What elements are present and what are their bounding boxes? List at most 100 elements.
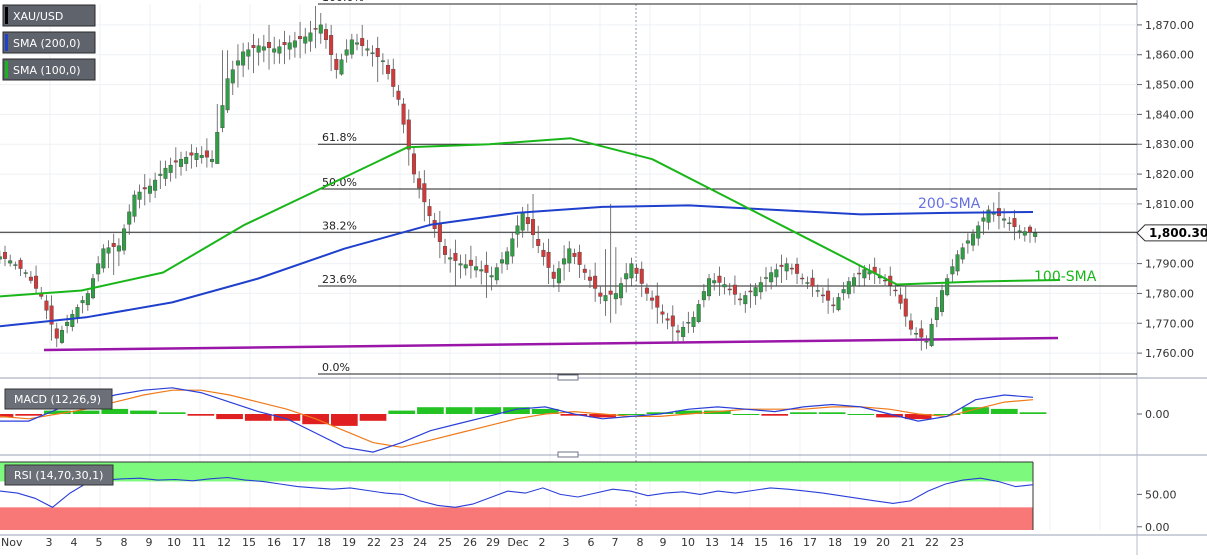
macd-histogram-bar xyxy=(704,410,731,414)
candle-body xyxy=(499,259,504,264)
x-axis-tick-label: 8 xyxy=(637,536,644,549)
macd-histogram-bar xyxy=(15,414,43,416)
legend-color-swatch xyxy=(5,34,8,51)
candle-body xyxy=(655,295,660,308)
candle-body xyxy=(147,185,152,194)
candle-body xyxy=(468,259,473,266)
candle-body xyxy=(712,280,717,284)
candle-body xyxy=(587,276,592,281)
candle-body xyxy=(194,152,199,160)
price-tick-label: 1,820.00 xyxy=(1145,168,1194,181)
x-axis-tick-label: 16 xyxy=(779,536,793,549)
macd-histogram-bar xyxy=(1019,412,1047,414)
candle-body xyxy=(308,32,313,42)
candle-body xyxy=(826,290,831,301)
x-axis-tick-label: 20 xyxy=(876,536,890,549)
x-axis-tick-label: 11 xyxy=(192,536,206,549)
candle-body xyxy=(18,259,23,269)
candle-body xyxy=(603,295,608,302)
candle-body xyxy=(96,263,101,275)
candle-body xyxy=(836,297,841,311)
candle-body xyxy=(484,264,489,273)
price-tick-label: 1,840.00 xyxy=(1145,108,1194,121)
candle-body xyxy=(624,273,629,280)
macd-histogram-bar xyxy=(158,412,186,414)
candle-body xyxy=(127,211,132,225)
candle-body xyxy=(660,311,665,315)
candle-body xyxy=(458,263,463,266)
candle-body xyxy=(298,36,303,40)
candle-body xyxy=(629,263,634,279)
candles xyxy=(0,5,1038,351)
fib-level-label: 100.0% xyxy=(322,0,364,4)
macd-histogram-bar xyxy=(474,407,502,414)
macd-histogram-bar xyxy=(244,414,272,421)
candle-body xyxy=(805,282,810,284)
price-tick-label: 1,860.00 xyxy=(1145,49,1194,62)
legend-color-swatch xyxy=(5,61,8,78)
macd-histogram-bar xyxy=(503,407,530,414)
candle-body xyxy=(168,164,173,173)
candle-body xyxy=(981,217,986,222)
candle-body xyxy=(334,59,339,70)
candle-body xyxy=(1007,222,1012,225)
candle-body xyxy=(443,245,448,255)
candle-body xyxy=(986,209,991,223)
candle-body xyxy=(272,48,277,53)
candle-body xyxy=(919,328,924,338)
candle-body xyxy=(474,266,479,271)
candle-body xyxy=(411,153,416,175)
candle-body xyxy=(329,35,334,55)
rsi-label: RSI (14,70,30,1) xyxy=(14,469,103,482)
candle-body xyxy=(800,277,805,280)
x-axis-tick-label: 19 xyxy=(342,536,356,549)
candle-body xyxy=(717,275,722,283)
candle-body xyxy=(665,318,670,321)
candle-body xyxy=(971,233,976,246)
candle-body xyxy=(1002,218,1007,221)
candle-body xyxy=(505,251,510,265)
candle-body xyxy=(8,260,13,264)
candle-body xyxy=(769,272,774,283)
candle-body xyxy=(934,307,939,320)
candle-body xyxy=(976,225,981,239)
candle-body xyxy=(210,158,215,162)
x-axis-tick-label: 18 xyxy=(828,536,842,549)
candle-body xyxy=(215,132,220,164)
candle-body xyxy=(355,42,360,45)
candle-body xyxy=(758,282,763,293)
macd-histogram-bar xyxy=(187,414,215,416)
rsi-line xyxy=(0,476,1034,508)
macd-signal-line xyxy=(0,389,1034,448)
x-axis-tick-label: 13 xyxy=(705,536,719,549)
legend-item-label: SMA (100,0) xyxy=(13,64,81,77)
candle-body xyxy=(116,245,121,252)
x-axis-tick-label: 9 xyxy=(660,536,667,549)
candle-body xyxy=(323,29,328,41)
x-axis-tick-label: 23 xyxy=(390,536,404,549)
candle-body xyxy=(1017,230,1022,232)
candle-body xyxy=(531,219,536,235)
candle-body xyxy=(650,297,655,301)
x-axis-tick-label: 18 xyxy=(317,536,331,549)
candle-body xyxy=(163,167,168,179)
fib-level-label: 50.0% xyxy=(322,176,357,189)
candle-body xyxy=(950,266,955,275)
macd-histogram-bar xyxy=(990,408,1018,414)
price-tick-label: 1,830.00 xyxy=(1145,138,1194,151)
macd-histogram-bar xyxy=(359,414,387,421)
x-axis-tick-label: 3 xyxy=(46,536,53,549)
candle-body xyxy=(774,269,779,278)
rsi-tick-label: 50.00 xyxy=(1145,488,1177,501)
sma-lines: 200-SMA 100-SMA xyxy=(0,137,1097,328)
price-tick-label: 1,870.00 xyxy=(1145,19,1194,32)
candle-body xyxy=(34,275,39,289)
candle-body xyxy=(572,252,577,257)
candle-body xyxy=(256,45,261,53)
candle-body xyxy=(427,206,432,217)
panel-resize-handle xyxy=(557,374,579,381)
macd-histogram-bar xyxy=(330,414,358,426)
candle-body xyxy=(955,254,960,272)
macd-label: MACD (12,26,9) xyxy=(14,393,101,406)
candle-body xyxy=(199,154,204,158)
